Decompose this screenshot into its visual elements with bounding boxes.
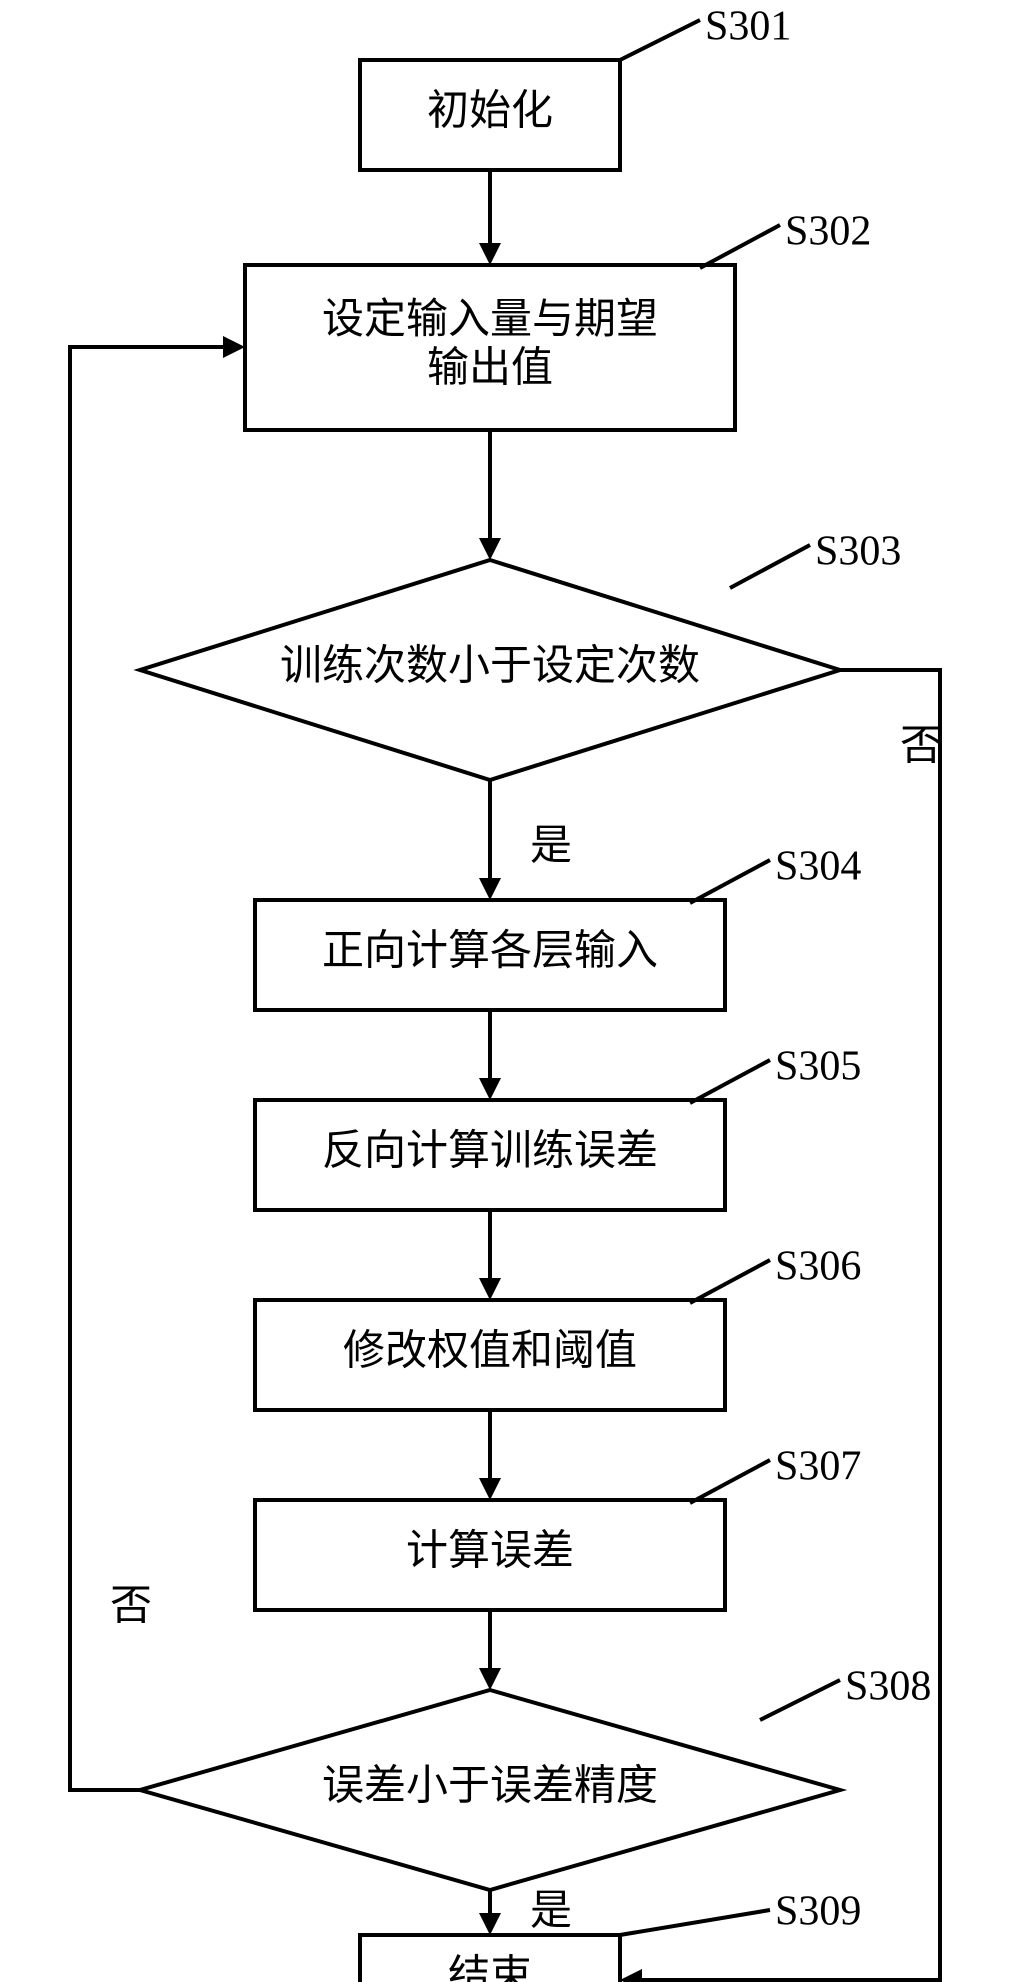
node-S301-text: 初始化 xyxy=(427,89,553,135)
node-S307-text: 计算误差 xyxy=(406,1529,574,1575)
arrow-head xyxy=(479,1668,501,1690)
node-S306-text: 修改权值和阈值 xyxy=(343,1329,637,1375)
callout-S302: S302 xyxy=(785,209,871,255)
callout-S304: S304 xyxy=(775,844,861,890)
callout-leader-S305 xyxy=(690,1060,770,1103)
node-S309-text: 结束 xyxy=(448,1954,532,1982)
arrow-head xyxy=(223,336,245,358)
arrow-head xyxy=(479,878,501,900)
callout-S307: S307 xyxy=(775,1444,861,1490)
arrow-head xyxy=(479,243,501,265)
node-S303-text: 训练次数小于设定次数 xyxy=(280,643,700,690)
edge-label-S303-S304: 是 xyxy=(530,824,572,870)
edge-label-S303-S309: 否 xyxy=(900,724,942,770)
callout-S303: S303 xyxy=(815,529,901,575)
callout-S308: S308 xyxy=(845,1664,931,1710)
edge-S308-S302 xyxy=(70,347,223,1790)
callout-S306: S306 xyxy=(775,1244,861,1290)
node-S302-text: 输出值 xyxy=(427,345,553,391)
node-S302-text: 设定输入量与期望 xyxy=(322,296,658,343)
callout-S305: S305 xyxy=(775,1044,861,1090)
callout-leader-S306 xyxy=(690,1260,770,1303)
callout-S309: S309 xyxy=(775,1889,861,1935)
arrow-head xyxy=(620,1969,642,1982)
callout-leader-S309 xyxy=(620,1910,770,1935)
callout-leader-S303 xyxy=(730,545,810,588)
arrow-head xyxy=(479,1913,501,1935)
callout-leader-S304 xyxy=(690,860,770,903)
callout-leader-S302 xyxy=(700,225,780,268)
callout-S301: S301 xyxy=(705,4,791,50)
arrow-head xyxy=(479,1078,501,1100)
arrow-head xyxy=(479,538,501,560)
edge-label-S308-S309: 是 xyxy=(530,1889,572,1935)
arrow-head xyxy=(479,1278,501,1300)
node-S305-text: 反向计算训练误差 xyxy=(322,1128,658,1175)
callout-leader-S301 xyxy=(620,20,700,60)
flowchart: 是是否否初始化设定输入量与期望输出值训练次数小于设定次数正向计算各层输入反向计算… xyxy=(0,0,1011,1982)
callout-leader-S307 xyxy=(690,1460,770,1503)
node-S304-text: 正向计算各层输入 xyxy=(322,928,658,975)
arrow-head xyxy=(479,1478,501,1500)
node-S308-text: 误差小于误差精度 xyxy=(322,1764,658,1810)
edge-label-S308-S302: 否 xyxy=(110,1584,152,1630)
callout-leader-S308 xyxy=(760,1680,840,1720)
